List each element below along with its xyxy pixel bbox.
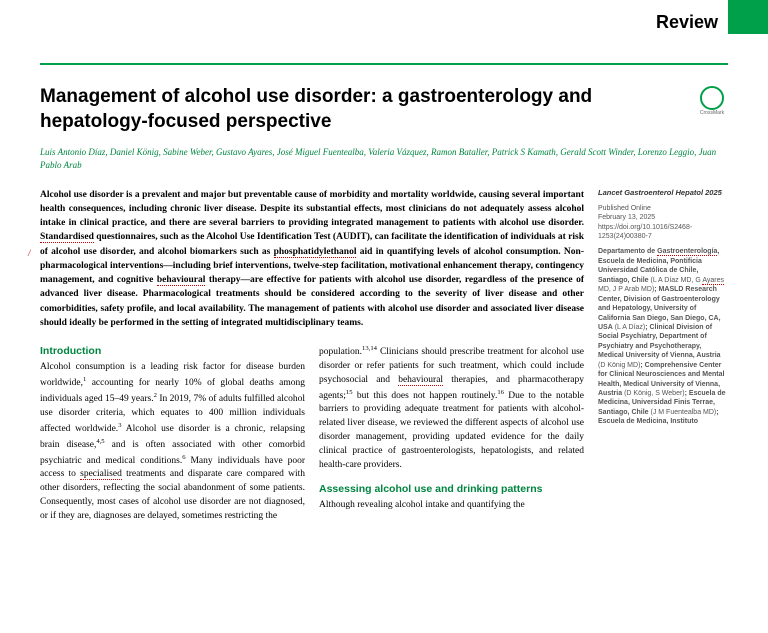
published-date: February 13, 2025	[598, 213, 728, 222]
abstract-text: Alcohol use disorder is a prevalent and …	[40, 190, 584, 229]
affil-text: (L A Díaz)	[613, 324, 645, 331]
intro-underline: specialised	[80, 469, 122, 480]
affil-text: Departamento de	[598, 248, 657, 255]
title-divider	[40, 63, 728, 65]
article-title: Management of alcohol use disorder: a ga…	[40, 85, 680, 134]
journal-name: Lancet Gastroenterol Hepatol 2025	[598, 188, 728, 198]
intro-paragraph: Alcohol consumption is a leading risk fa…	[40, 361, 305, 523]
affil-underline: Ayares	[702, 277, 724, 285]
column-right: population.13,14 Clinicians should presc…	[319, 344, 584, 523]
col2-text: but this does not happen routinely.	[353, 391, 498, 401]
ref-15: 15	[346, 389, 353, 396]
affil-underline: Gastroenterología	[657, 248, 717, 256]
ref-16: 16	[497, 389, 504, 396]
col2-paragraph: population.13,14 Clinicians should presc…	[319, 344, 584, 472]
abstract-underline-3: behavioural	[157, 275, 206, 286]
author-list: Luis Antonio Díaz, Daniel König, Sabine …	[40, 146, 728, 171]
published-label: Published Online	[598, 204, 728, 213]
doi-link[interactable]: https://doi.org/10.1016/S2468-1253(24)00…	[598, 223, 728, 242]
assess-paragraph: Although revealing alcohol intake and qu…	[319, 499, 584, 513]
col2-underline: behavioural	[398, 375, 443, 386]
abstract: Alcohol use disorder is a prevalent and …	[40, 188, 584, 331]
crossmark-label: CrossMark	[700, 110, 724, 116]
main-content: Alcohol use disorder is a prevalent and …	[40, 188, 584, 524]
abstract-underline-1: Standardised	[40, 232, 94, 243]
sidebar-affiliations: Lancet Gastroenterol Hepatol 2025 Publis…	[598, 188, 728, 524]
assess-heading: Assessing alcohol use and drinking patte…	[319, 482, 584, 497]
col2-text: Due to the notable barriers to providing…	[319, 391, 584, 470]
affil-text: (L A Díaz MD, G	[649, 277, 703, 284]
ref-1314: 13,14	[362, 345, 377, 352]
column-left: Introduction Alcohol consumption is a le…	[40, 344, 305, 523]
crossmark-badge[interactable]: CrossMark	[696, 85, 728, 117]
intro-heading: Introduction	[40, 344, 305, 359]
affil-text: (D König MD)	[598, 362, 640, 369]
affil-text: (J M Fuentealba MD)	[649, 409, 717, 416]
review-label: Review	[40, 12, 728, 33]
edit-mark: /	[28, 248, 31, 258]
crossmark-icon	[700, 86, 724, 110]
affil-text: MD, J P Arab MD)	[598, 286, 654, 293]
ref-45: 4,5	[96, 438, 104, 445]
abstract-underline-2: phosphatidylethanol	[274, 247, 357, 258]
accent-corner-bar	[728, 0, 768, 34]
affil-text: (D König, S Weber)	[622, 390, 685, 397]
col2-text: population.	[319, 347, 362, 357]
affiliations: Departamento de Gastroenterología, Escue…	[598, 247, 728, 426]
